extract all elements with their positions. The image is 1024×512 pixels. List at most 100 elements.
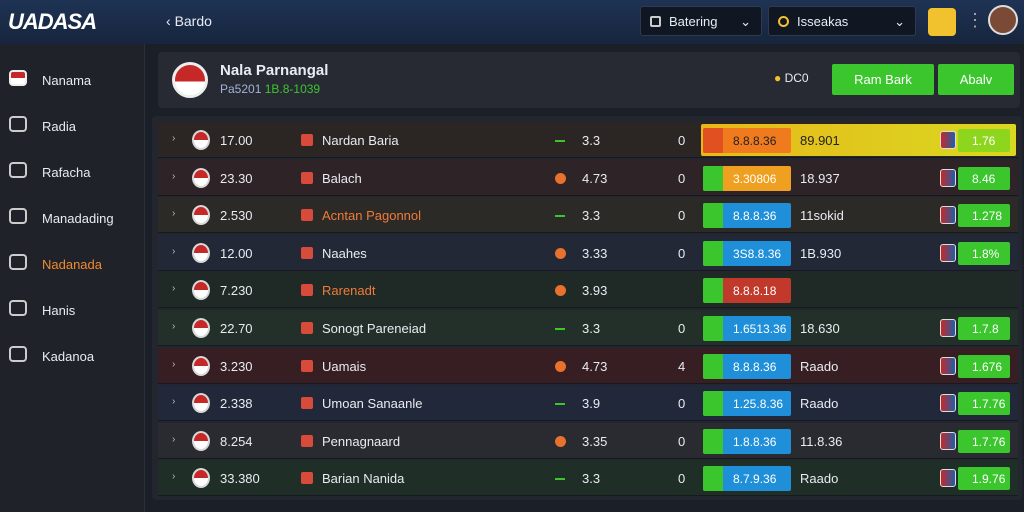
match-time: 3.230 (220, 358, 253, 374)
team-flag-small (940, 206, 956, 225)
team-flag-small (940, 469, 956, 488)
match-row[interactable]: › 2.338 Umoan Sanaanle 3.9 0 1.25.8.36 Raado 1.… (158, 385, 1018, 422)
team-icon (301, 359, 313, 372)
score: 4 (678, 358, 686, 374)
odds-box[interactable]: 3.30806 (703, 165, 791, 191)
sidebar-item[interactable]: Radia (0, 112, 145, 142)
odds-box[interactable]: 8.7.9.36 (703, 466, 791, 492)
dropdown-label: Batering (669, 14, 718, 29)
odd: 3.3 (582, 133, 601, 148)
odds-box[interactable]: 8.8.8.36 (703, 203, 791, 229)
match-row[interactable]: › 22.70 Sonogt Pareneiad 3.3 0 1.6513.36 18.63… (158, 310, 1018, 346)
match-time: 8.254 (220, 433, 253, 449)
odds-box[interactable]: 1.6513.36 (703, 316, 791, 341)
odd-indicator (555, 172, 566, 184)
sidebar-label: Nadanada (42, 257, 102, 272)
odd-indicator (555, 328, 565, 330)
match-time: 2.338 (220, 396, 253, 412)
match-time: 7.230 (220, 283, 253, 299)
odds-box[interactable]: 1.25.8.36 (703, 391, 791, 417)
match-row[interactable]: › 8.254 Pennagnaard 3.35 0 1.8.8.36 11.8.36 1.7… (158, 422, 1018, 459)
odds-box[interactable]: 8.8.8.36 (703, 353, 791, 379)
team-flag-small (940, 243, 956, 262)
price-pill[interactable]: 8.46 (958, 166, 1010, 190)
status: DC0 (784, 71, 809, 85)
match-row[interactable]: › 7.230 Rarenadt 3.93 8.8.8.18 (158, 272, 1018, 309)
odds-value: 1.6513.36 (733, 322, 787, 336)
score: 0 (678, 321, 686, 336)
expand-chevron: › (172, 358, 176, 370)
match-row[interactable]: › 12.00 Naahes 3.33 0 3S8.8.36 1B.930 1.8% (158, 234, 1018, 271)
button[interactable]: Ram Bark (832, 64, 934, 95)
match-time: 23.30 (220, 170, 253, 186)
match-row[interactable]: › 17.00 Nardan Baria 3.3 0 8.8.8.36 89.901 1.76 (158, 122, 1018, 158)
team-icon (301, 472, 313, 485)
odds-value: 1.25.8.36 (733, 397, 784, 412)
team-flag (192, 393, 210, 414)
header: UADASA ‹ Bardo Batering ⌄ Isseakas ⌄ ⋮ (0, 0, 1024, 44)
odds-box[interactable]: 1.8.8.36 (703, 428, 791, 454)
odds-value: 8.7.9.36 (733, 472, 777, 487)
match-row[interactable]: › 3.230 Uamais 4.73 4 8.8.8.36 Raado 1.676 (158, 347, 1018, 384)
odd-indicator (555, 478, 565, 481)
odds-icon (703, 353, 723, 379)
back-link[interactable]: ‹ Bardo (166, 13, 212, 29)
sidebar-label: Manadading (42, 211, 114, 226)
price-pill[interactable]: 1.76 (958, 129, 1010, 152)
sidebar-item[interactable]: Rafacha (0, 158, 145, 188)
sidebar-item[interactable]: Hanis (0, 296, 145, 326)
price-pill[interactable]: 1.9.76 (958, 467, 1010, 491)
odd-indicator (555, 247, 566, 259)
expand-chevron: › (172, 433, 176, 445)
team-flag (192, 242, 210, 263)
team-flag-small (940, 394, 956, 413)
sidebar-label: Rafacha (42, 165, 91, 180)
expand-chevron: › (172, 396, 176, 408)
match-time: 22.70 (220, 321, 253, 336)
odd: 3.3 (582, 471, 601, 487)
odds-icon (703, 466, 723, 492)
odds-text: 18.937 (800, 170, 840, 186)
sidebar-item[interactable]: Nadanada (0, 250, 145, 280)
odds-box[interactable]: 3S8.8.36 (703, 240, 791, 266)
panel-title: Nala Parnangal (220, 62, 329, 79)
sidebar-label: Nanama (42, 73, 92, 88)
match-row[interactable]: › 23.30 Balach 4.73 0 3.30806 18.937 8.46 (158, 159, 1018, 196)
sidebar-icon (9, 162, 27, 178)
logo[interactable]: UADASA (8, 9, 97, 34)
avatar[interactable] (988, 5, 1018, 35)
price-pill[interactable]: 1.7.76 (958, 429, 1010, 453)
dropdown[interactable]: Batering ⌄ (640, 6, 762, 36)
price-pill[interactable]: 1.7.76 (958, 392, 1010, 416)
team-name: Uamais (322, 358, 367, 374)
price-pill[interactable]: 1.8% (958, 241, 1010, 265)
team-logo (172, 62, 208, 98)
button[interactable]: Abalv (938, 64, 1014, 95)
team-icon (301, 434, 313, 447)
odds-text: 89.901 (800, 133, 840, 148)
odds-box[interactable]: 8.8.8.18 (703, 278, 791, 304)
odds-value: 1.8.8.36 (733, 434, 777, 449)
sidebar-icon (9, 300, 27, 316)
odds-text: Raado (800, 358, 839, 374)
odds-value: 8.8.8.36 (733, 134, 777, 148)
price-pill[interactable]: 1.676 (958, 354, 1010, 378)
odds-value: 8.8.8.18 (733, 284, 777, 299)
sidebar-item[interactable]: Manadading (0, 204, 145, 234)
sidebar-item[interactable]: Kadanoa (0, 342, 145, 372)
sidebar-item[interactable]: Nanama (0, 66, 145, 96)
price: 1.7.76 (972, 397, 1006, 412)
sidebar-icon (9, 208, 27, 224)
price-pill[interactable]: 1.278 (958, 204, 1010, 228)
dropdown[interactable]: Isseakas ⌄ (768, 6, 916, 36)
team-name: Barian Nanida (322, 471, 405, 487)
settings-button[interactable] (928, 8, 956, 36)
team-flag (192, 430, 210, 451)
menu-button[interactable]: ⋮ (966, 10, 984, 30)
odds-box[interactable]: 8.8.8.36 (703, 128, 791, 153)
price-pill[interactable]: 1.7.8 (958, 317, 1010, 340)
odd-indicator (555, 435, 566, 447)
match-row[interactable]: › 2.530 Acntan Pagonnol 3.3 0 8.8.8.36 11sokid… (158, 197, 1018, 234)
price: 8.46 (972, 171, 996, 186)
match-row[interactable]: › 33.380 Barian Nanida 3.3 0 8.7.9.36 Raado 1.9… (158, 460, 1018, 497)
